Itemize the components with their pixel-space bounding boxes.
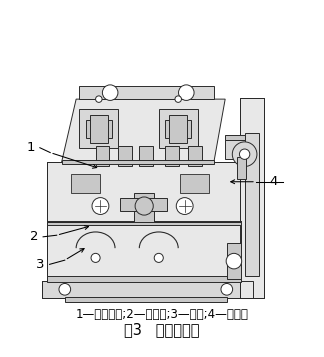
Bar: [86, 120, 112, 138]
Bar: [42, 281, 253, 298]
Text: 3: 3: [36, 258, 45, 271]
Bar: [79, 86, 214, 99]
Circle shape: [226, 253, 242, 269]
Bar: [169, 115, 187, 143]
Bar: [165, 146, 179, 166]
Bar: [65, 297, 227, 302]
Bar: [47, 222, 241, 226]
Bar: [245, 133, 259, 276]
Circle shape: [91, 253, 100, 262]
Circle shape: [239, 149, 250, 159]
Circle shape: [102, 85, 118, 100]
Bar: [118, 146, 132, 166]
Circle shape: [179, 85, 194, 100]
Text: 4: 4: [270, 175, 278, 188]
Bar: [62, 160, 214, 164]
Bar: [165, 120, 191, 138]
Bar: [240, 97, 264, 298]
Bar: [79, 109, 118, 148]
Circle shape: [232, 142, 257, 166]
Bar: [240, 97, 264, 298]
Text: 图3   原并包机构: 图3 原并包机构: [124, 322, 200, 337]
Circle shape: [175, 96, 181, 102]
Bar: [90, 115, 108, 143]
Bar: [134, 193, 154, 222]
Bar: [71, 174, 100, 193]
Text: 1: 1: [27, 141, 35, 154]
Bar: [96, 146, 109, 166]
Text: 1—并包模盒;2—安装块;3—支座;4—导轨。: 1—并包模盒;2—安装块;3—支座;4—导轨。: [75, 308, 249, 321]
Bar: [47, 276, 241, 282]
Circle shape: [135, 197, 153, 215]
Circle shape: [221, 283, 233, 295]
Bar: [47, 221, 241, 281]
Bar: [120, 198, 167, 211]
Bar: [159, 109, 198, 148]
Circle shape: [92, 198, 109, 215]
Bar: [227, 243, 241, 279]
Bar: [47, 162, 240, 222]
Bar: [180, 174, 209, 193]
Bar: [47, 221, 241, 281]
Circle shape: [154, 253, 163, 262]
Bar: [225, 140, 245, 159]
Text: 2: 2: [30, 230, 38, 243]
Circle shape: [176, 198, 193, 215]
Bar: [47, 162, 240, 222]
Polygon shape: [62, 99, 225, 162]
Bar: [237, 157, 246, 178]
Circle shape: [59, 283, 71, 295]
Bar: [139, 146, 153, 166]
Bar: [188, 146, 202, 166]
Circle shape: [96, 96, 102, 102]
Bar: [42, 281, 253, 298]
Bar: [225, 135, 245, 140]
